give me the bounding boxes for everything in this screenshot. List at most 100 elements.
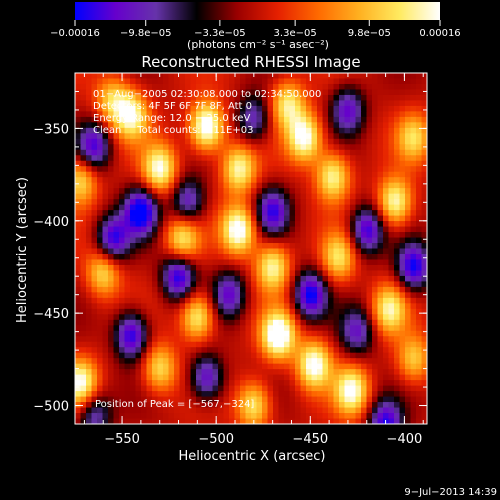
heatmap-cell (300, 402, 307, 409)
heatmap-cell (256, 73, 263, 80)
heatmap-cell (339, 155, 346, 162)
heatmap-cell (212, 188, 219, 195)
heatmap-cell (262, 374, 269, 381)
heatmap-cell (262, 160, 269, 167)
heatmap-cell (383, 243, 390, 250)
heatmap-cell (130, 83, 137, 91)
heatmap-cell (405, 330, 412, 337)
heatmap-cell (218, 297, 225, 304)
heatmap-cell (130, 253, 137, 261)
heatmap-cell (322, 89, 329, 96)
heatmap-cell (75, 369, 82, 376)
heatmap-cell (388, 391, 395, 398)
heatmap-cell (97, 89, 104, 96)
heatmap-cell (267, 193, 274, 200)
heatmap-cell (102, 352, 109, 359)
heatmap-cell (311, 413, 318, 420)
heatmap-cell (223, 215, 230, 222)
heatmap-cell (97, 303, 104, 310)
heatmap-cell (113, 418, 120, 424)
heatmap-cell (75, 221, 82, 228)
heatmap-cell (240, 127, 247, 134)
heatmap-cell (383, 407, 390, 414)
heatmap-cell (97, 83, 104, 91)
heatmap-cell (135, 314, 142, 321)
heatmap-cell (355, 105, 362, 112)
heatmap-cell (300, 111, 307, 118)
heatmap-cell (113, 94, 120, 102)
heatmap-cell (174, 303, 181, 310)
heatmap-cell (350, 94, 357, 102)
heatmap-cell (163, 127, 170, 134)
heatmap-cell (300, 155, 307, 162)
heatmap-cell (394, 402, 401, 409)
heatmap-cell (311, 73, 318, 80)
heatmap-cell (399, 243, 406, 250)
heatmap-cell (322, 94, 329, 102)
heatmap-cell (75, 160, 82, 167)
heatmap-cell (394, 341, 401, 348)
heatmap-cell (201, 347, 208, 354)
heatmap-cell (201, 127, 208, 134)
heatmap-cell (350, 402, 357, 409)
heatmap-cell (190, 133, 197, 140)
heatmap-cell (377, 396, 384, 403)
heatmap-cell (91, 391, 98, 398)
heatmap-cell (267, 204, 274, 211)
heatmap-cell (410, 391, 417, 398)
heatmap-cell (416, 396, 423, 403)
heatmap-cell (300, 215, 307, 222)
heatmap-cell (130, 94, 137, 102)
heatmap-cell (410, 193, 417, 200)
heatmap-cell (141, 78, 148, 85)
heatmap-cell (163, 303, 170, 310)
heatmap-cell (201, 270, 208, 277)
heatmap-cell (240, 177, 247, 184)
heatmap-cell (190, 94, 197, 102)
heatmap-cell (130, 171, 137, 178)
heatmap-cell (355, 369, 362, 376)
heatmap-cell (273, 73, 280, 80)
heatmap-cell (328, 127, 335, 134)
heatmap-cell (410, 204, 417, 211)
heatmap-cell (152, 391, 159, 398)
heatmap-cell (168, 402, 175, 409)
heatmap-cell (240, 215, 247, 222)
heatmap-cell (311, 407, 318, 414)
heatmap-cell (207, 111, 214, 118)
heatmap-cell (322, 237, 329, 244)
heatmap-cell (185, 396, 192, 403)
heatmap-cell (212, 253, 219, 261)
heatmap-cell (196, 155, 203, 162)
heatmap-cell (421, 281, 427, 288)
heatmap-cell (355, 182, 362, 189)
heatmap-cell (80, 111, 87, 118)
heatmap-cell (306, 303, 313, 310)
heatmap-cell (388, 358, 395, 365)
heatmap-cell (251, 319, 258, 326)
heatmap-cell (328, 286, 335, 293)
heatmap-cell (245, 94, 252, 102)
heatmap-cell (284, 319, 291, 326)
heatmap-cell (322, 166, 329, 173)
heatmap-cell (80, 380, 87, 387)
heatmap-cell (339, 122, 346, 129)
heatmap-cell (179, 402, 186, 409)
heatmap-cell (278, 391, 285, 398)
heatmap-cell (102, 319, 109, 326)
heatmap-cell (102, 391, 109, 398)
heatmap-cell (405, 413, 412, 420)
heatmap-cell (355, 232, 362, 239)
heatmap-cell (416, 237, 423, 244)
heatmap-cell (119, 204, 126, 211)
heatmap-cell (168, 116, 175, 123)
heatmap-cell (317, 188, 324, 195)
heatmap-cell (372, 396, 379, 403)
heatmap-cell (240, 319, 247, 326)
heatmap-cell (174, 352, 181, 359)
heatmap-cell (108, 336, 115, 343)
heatmap-cell (174, 221, 181, 228)
heatmap-cell (212, 127, 219, 134)
heatmap-cell (108, 105, 115, 112)
heatmap-cell (141, 275, 148, 283)
